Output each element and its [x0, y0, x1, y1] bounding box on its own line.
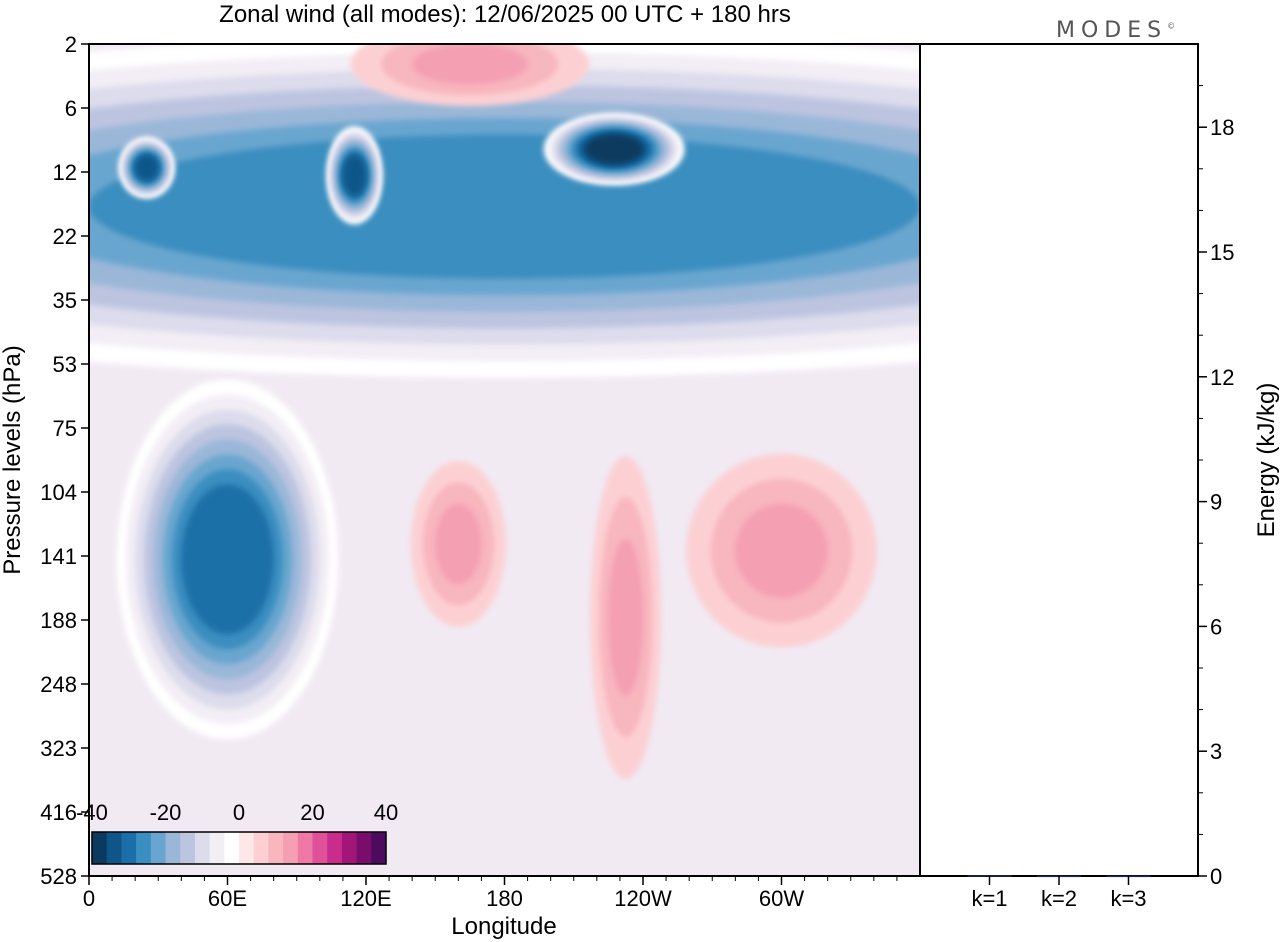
- x-tick-label: 60W: [759, 886, 804, 911]
- colorbar-swatch: [92, 832, 108, 864]
- colorbar-swatch: [180, 832, 196, 864]
- colorbar-tick-label: -20: [150, 800, 182, 825]
- colorbar-swatch: [209, 832, 225, 864]
- colorbar-swatch: [283, 832, 299, 864]
- colorbar-swatch: [341, 832, 358, 864]
- colorbar-swatch: [371, 832, 387, 864]
- y-tick-label: 104: [40, 480, 77, 505]
- colorbar-swatch: [165, 832, 181, 864]
- y-tick-label: 35: [53, 288, 77, 313]
- energy-axis-label: Energy (kJ/kg): [1253, 383, 1280, 538]
- colorbar-swatch: [136, 832, 152, 864]
- chart-title: Zonal wind (all modes): 12/06/2025 00 UT…: [219, 1, 791, 28]
- y-axis-label: Pressure levels (hPa): [0, 345, 26, 574]
- wind-contour: [342, 155, 367, 196]
- colorbar-swatch: [224, 832, 240, 864]
- colorbar-swatch: [268, 832, 284, 864]
- pressure-axis: 2 6 12 22 35 53 75 104 141 188 248 323 416 528: [40, 32, 89, 889]
- x-tick-label: 120W: [614, 886, 672, 911]
- y-tick-label: 141: [40, 544, 77, 569]
- energy-category-label: k=1: [971, 886, 1007, 911]
- colorbar-tick-label: 40: [374, 800, 398, 825]
- colorbar-swatch: [312, 832, 328, 864]
- y-tick-label: 2: [65, 32, 77, 57]
- energy-bar: [967, 875, 1012, 877]
- colorbar-swatch: [297, 832, 313, 864]
- colorbar-swatch: [253, 832, 269, 864]
- y-tick-label: 323: [40, 736, 77, 761]
- energy-bars: k=1 k=2 k=3: [967, 875, 1151, 911]
- colorbar-swatch: [239, 832, 255, 864]
- wind-contour: [135, 155, 159, 181]
- colorbar-swatch: [194, 832, 211, 864]
- y-tick-label: 53: [53, 352, 77, 377]
- wind-contour: [89, 134, 920, 279]
- y-tick-label: 416: [40, 800, 77, 825]
- wind-contour: [735, 503, 828, 598]
- colorbar-tick-label: -40: [76, 800, 108, 825]
- y-tick-label: 6: [65, 96, 77, 121]
- energy-tick-label: 18: [1210, 115, 1234, 140]
- colorbar-swatch: [121, 832, 137, 864]
- energy-tick-label: 15: [1210, 240, 1234, 265]
- energy-tick-label: 0: [1210, 864, 1222, 889]
- x-tick-label: 120E: [340, 886, 391, 911]
- colorbar-swatch: [327, 832, 343, 864]
- y-tick-label: 188: [40, 608, 77, 633]
- longitude-axis: 0 60E 120E 180 120W 60W: [83, 876, 898, 911]
- wind-contour: [608, 538, 643, 696]
- modes-logo: MODES©: [1056, 18, 1176, 43]
- colorbar-tick-label: 0: [233, 800, 245, 825]
- wind-contour: [412, 44, 528, 85]
- energy-tick-label: 3: [1210, 739, 1222, 764]
- y-tick-label: 528: [40, 864, 77, 889]
- wind-contour: [181, 484, 274, 635]
- x-tick-label: 0: [83, 886, 95, 911]
- colorbar-frame: [91, 831, 387, 865]
- x-axis-label: Longitude: [451, 913, 556, 940]
- x-tick-label: 180: [486, 886, 523, 911]
- zonal-wind-heatmap: [89, 44, 920, 876]
- y-tick-label: 248: [40, 672, 77, 697]
- energy-tick-label: 6: [1210, 614, 1222, 639]
- wind-contour: [435, 503, 482, 585]
- y-tick-label: 12: [53, 160, 77, 185]
- colorbar-swatch: [106, 832, 122, 864]
- energy-category-label: k=3: [1110, 886, 1146, 911]
- colorbar-swatch: [356, 832, 372, 864]
- colorbar: -40 -20 0 20 40: [76, 800, 398, 865]
- energy-panel-frame: [919, 43, 1199, 877]
- energy-tick-label: 9: [1210, 490, 1222, 515]
- colorbar-swatch: [150, 832, 166, 864]
- y-tick-label: 75: [53, 416, 77, 441]
- energy-axis: 0 3 6 9 12 15 18: [1198, 85, 1234, 889]
- y-tick-label: 22: [53, 224, 77, 249]
- wind-contour: [585, 134, 643, 164]
- colorbar-tick-label: 20: [300, 800, 324, 825]
- x-tick-label: 60E: [208, 886, 247, 911]
- energy-tick-label: 12: [1210, 365, 1234, 390]
- energy-category-label: k=2: [1041, 886, 1077, 911]
